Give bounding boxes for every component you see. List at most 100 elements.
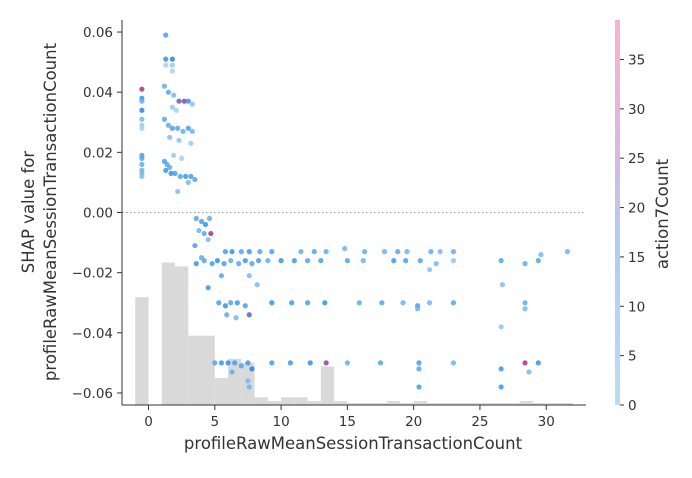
data-point xyxy=(165,89,171,95)
data-point xyxy=(538,252,544,258)
data-point xyxy=(139,161,145,167)
data-point xyxy=(433,261,439,267)
data-point xyxy=(417,258,423,264)
x-tick-label: 25 xyxy=(471,414,488,430)
colorbar-tick-label: 5 xyxy=(628,349,637,365)
data-point xyxy=(416,360,422,366)
histogram-bar xyxy=(267,401,282,405)
data-point xyxy=(202,221,209,228)
data-point xyxy=(381,249,388,255)
data-point xyxy=(342,245,348,252)
histogram-bar xyxy=(281,397,295,405)
data-point xyxy=(287,360,293,366)
histogram-bar xyxy=(294,397,308,405)
axes: 0 5 10 15 20 25 30 −0.06 −0.04 −0.02 0.00 0.02 0.04 0… xyxy=(72,20,586,430)
data-point xyxy=(323,360,329,366)
data-point xyxy=(416,384,422,390)
histogram-bar xyxy=(546,403,560,405)
data-point xyxy=(139,86,145,92)
histogram-bar xyxy=(201,335,215,405)
data-point xyxy=(169,56,175,62)
histogram-bar xyxy=(360,403,374,405)
histogram-bar xyxy=(320,366,335,405)
y-tick-label: 0.04 xyxy=(83,85,113,101)
colorbar: 0 5 10 15 20 25 30 35 xyxy=(615,20,645,414)
histogram-bar xyxy=(453,403,467,405)
data-point xyxy=(176,137,182,143)
data-point xyxy=(362,249,368,255)
data-point xyxy=(238,363,244,369)
data-point xyxy=(222,303,229,309)
data-point xyxy=(426,267,433,273)
histogram-bar xyxy=(373,403,388,405)
data-point xyxy=(208,230,214,237)
histogram-bar xyxy=(188,335,202,405)
colorbar-tick-label: 35 xyxy=(628,52,645,68)
data-point xyxy=(356,300,362,306)
data-point xyxy=(221,261,227,267)
histogram-bar xyxy=(532,403,547,405)
histogram-bar xyxy=(440,403,454,405)
histogram-bar xyxy=(387,401,401,405)
colorbar-gradient xyxy=(615,20,620,405)
data-point xyxy=(181,98,187,104)
data-point xyxy=(163,32,169,38)
data-point xyxy=(269,300,275,306)
data-point xyxy=(415,306,421,312)
data-point xyxy=(450,360,457,366)
data-point xyxy=(218,360,225,366)
data-point xyxy=(139,173,145,180)
data-point xyxy=(183,173,189,180)
y-tick-label: −0.04 xyxy=(72,326,113,342)
histogram-bar xyxy=(161,262,176,405)
data-point xyxy=(498,384,504,390)
data-point xyxy=(193,215,199,222)
data-point xyxy=(139,155,145,161)
data-point xyxy=(228,258,234,264)
data-point xyxy=(218,273,225,279)
data-point xyxy=(167,134,173,140)
y-tick-label: 0.00 xyxy=(83,206,113,222)
histogram-bar xyxy=(493,403,507,405)
scatter-points xyxy=(139,32,571,390)
data-point xyxy=(192,242,198,249)
y-axis-label-line2: profileRawMeanSessionTransactionCount xyxy=(41,42,60,381)
data-point xyxy=(322,300,328,306)
histogram-bar xyxy=(413,401,427,405)
histogram-bar xyxy=(307,401,321,405)
data-point xyxy=(416,366,422,372)
data-point xyxy=(222,249,229,255)
data-point xyxy=(246,312,252,318)
data-point xyxy=(395,249,401,255)
data-point xyxy=(193,261,199,267)
colorbar-label: action7Count xyxy=(653,158,672,269)
data-point xyxy=(169,104,175,110)
histogram-bar xyxy=(400,403,414,405)
data-point xyxy=(289,300,295,306)
data-point xyxy=(450,300,457,306)
data-point xyxy=(242,258,248,264)
data-point xyxy=(169,68,175,74)
data-point xyxy=(206,215,213,222)
histogram-bar xyxy=(334,401,348,405)
histogram-bar xyxy=(214,378,229,405)
data-point xyxy=(172,170,178,176)
data-point xyxy=(161,83,168,89)
data-point xyxy=(269,360,275,366)
data-point xyxy=(249,366,255,372)
data-point xyxy=(498,366,504,372)
data-point xyxy=(246,249,252,255)
data-point xyxy=(323,249,329,255)
data-point xyxy=(163,167,169,173)
histogram-bar xyxy=(254,397,268,405)
data-point xyxy=(209,261,215,267)
data-point xyxy=(229,369,235,375)
data-point xyxy=(163,56,169,62)
data-point xyxy=(526,369,532,375)
histogram-bar xyxy=(241,362,255,405)
data-point xyxy=(201,258,207,264)
colorbar-tick-label: 30 xyxy=(628,102,645,118)
x-tick-label: 15 xyxy=(339,414,356,430)
data-point xyxy=(205,236,211,243)
data-point xyxy=(307,360,313,366)
